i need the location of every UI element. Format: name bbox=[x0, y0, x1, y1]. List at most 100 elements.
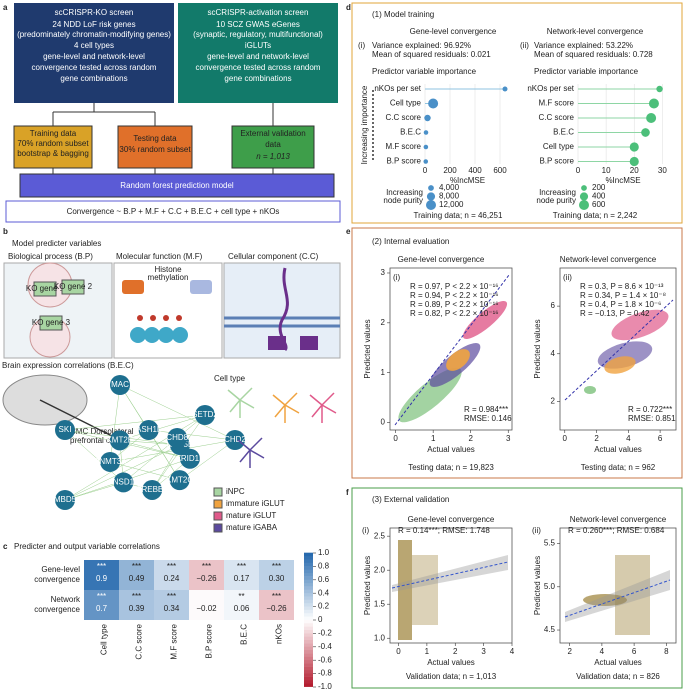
y-tick-label: 2.5 bbox=[374, 531, 386, 540]
box-text: Training data bbox=[30, 129, 77, 138]
annotation: R = 0.89, P < 2.2 × 10⁻¹⁶ bbox=[410, 300, 499, 309]
gene-node bbox=[113, 472, 134, 493]
predictor-label: M.F score bbox=[385, 142, 421, 151]
colorbar-step bbox=[304, 579, 313, 584]
colorbar-step bbox=[304, 566, 313, 570]
plot-index: (i) bbox=[358, 41, 365, 50]
x-axis-label: Actual values bbox=[427, 445, 475, 454]
panel-heading: (2) Internal evaluation bbox=[372, 237, 449, 246]
colorbar-step bbox=[304, 633, 313, 637]
confidence-band bbox=[565, 570, 670, 622]
edge bbox=[119, 440, 191, 459]
edge bbox=[179, 439, 236, 481]
node-label: KMT2C bbox=[166, 475, 193, 484]
nucleosome bbox=[130, 327, 146, 343]
model-text: Random forest prediction model bbox=[120, 181, 234, 190]
box-text: n = 1,013 bbox=[256, 152, 290, 161]
colorbar-step bbox=[304, 643, 313, 647]
gene-node bbox=[167, 428, 188, 449]
size-legend-title: Increasing bbox=[539, 188, 576, 197]
x-tick-label: 2 bbox=[594, 434, 599, 443]
colorbar-label: -0.2 bbox=[318, 629, 332, 638]
gene-node bbox=[55, 490, 75, 510]
colorbar-step bbox=[304, 673, 313, 677]
gene-node bbox=[110, 375, 130, 395]
legend-label: mature iGLUT bbox=[226, 511, 276, 520]
testing-box bbox=[117, 125, 193, 169]
gene-node bbox=[142, 479, 163, 500]
annotation: R = 0.4, P = 1.8 × 10⁻⁶ bbox=[580, 300, 661, 309]
x-tick-label: 2 bbox=[453, 647, 458, 656]
x-tick-label: 2 bbox=[468, 434, 473, 443]
x-axis-label: Actual values bbox=[594, 658, 642, 667]
stat-text: Variance explained: 53.22% bbox=[534, 41, 633, 50]
gene-node bbox=[55, 420, 75, 440]
point-cloud bbox=[412, 555, 438, 625]
colorbar-step bbox=[304, 599, 313, 604]
plot-index: (ii) bbox=[532, 526, 541, 535]
box-text: bootstrap & bagging bbox=[17, 149, 89, 158]
colorbar-step bbox=[304, 616, 313, 620]
footer: Testing data; n = 19,823 bbox=[408, 463, 494, 472]
mark bbox=[150, 315, 156, 321]
annotation: R = 0.3, P = 8.6 × 10⁻¹³ bbox=[580, 282, 664, 291]
ko-chip bbox=[268, 336, 286, 350]
heat-cell bbox=[84, 590, 119, 620]
y-tick-label: 2.0 bbox=[374, 565, 386, 574]
cell-label: 0.17 bbox=[234, 574, 250, 583]
x-tick-label: 4 bbox=[600, 647, 605, 656]
gene-node bbox=[179, 448, 200, 469]
annotation: R = 0.82, P < 2.2 × 10⁻¹⁶ bbox=[410, 309, 499, 318]
point-cloud bbox=[398, 540, 412, 640]
importance-dot bbox=[656, 85, 663, 93]
box-text: 24 NDD LoF risk genes bbox=[52, 20, 135, 29]
edge bbox=[64, 414, 206, 431]
cell-label: −0.26 bbox=[266, 604, 287, 613]
mark bbox=[137, 315, 143, 321]
edge bbox=[109, 384, 121, 462]
x-tick-label: 4 bbox=[510, 647, 515, 656]
y-tick-label: 6 bbox=[551, 301, 556, 310]
row-label: Gene-level bbox=[41, 565, 80, 574]
size-key bbox=[428, 185, 434, 191]
annotation: R = 0.34, P = 1.4 × 10⁻⁸ bbox=[580, 291, 666, 300]
ko-chip bbox=[190, 280, 212, 294]
box-text: (predominately chromatin-modifying genes… bbox=[17, 30, 171, 39]
nucleosome bbox=[144, 327, 160, 343]
colorbar-label: -0.6 bbox=[318, 655, 332, 664]
sub-title: Cellular component (C.C) bbox=[228, 252, 319, 261]
legend-label: mature iGABA bbox=[226, 523, 278, 532]
cell-label: 0.34 bbox=[164, 604, 180, 613]
plot-frame bbox=[559, 267, 677, 431]
annotation: R = 0.94, P < 2.2 × 10⁻¹⁶ bbox=[410, 291, 499, 300]
illustration-label: prefrontal cortex bbox=[70, 436, 128, 445]
summary: RMSE: 0.146 bbox=[464, 414, 512, 423]
predictor-label: B.E.C bbox=[553, 128, 574, 137]
illustration-label: Histone bbox=[154, 265, 182, 274]
ko-chip bbox=[300, 336, 318, 350]
legend-swatch bbox=[213, 487, 223, 497]
row-label: Network bbox=[51, 595, 81, 604]
summary: R = 0.14***; RMSE: 1.748 bbox=[398, 526, 490, 535]
node-label: MBD5 bbox=[54, 495, 77, 504]
colorbar-step bbox=[304, 552, 313, 557]
legend-label: immature iGLUT bbox=[226, 499, 285, 508]
panel-heading: (1) Model training bbox=[372, 10, 434, 19]
colorbar-step bbox=[304, 629, 313, 634]
size-legend-title: Increasing bbox=[386, 188, 423, 197]
colorbar-label: 0.8 bbox=[318, 562, 330, 571]
colorbar-step bbox=[304, 556, 313, 560]
activation-box bbox=[178, 3, 338, 103]
mark bbox=[163, 315, 169, 321]
y-axis-label: Predicted values bbox=[363, 556, 372, 615]
box-text: scCRISPR-activation screen bbox=[208, 8, 309, 17]
footer: Training data; n = 2,242 bbox=[553, 211, 638, 220]
y-tick-label: 0 bbox=[381, 418, 386, 427]
y-tick-label: 5.5 bbox=[544, 539, 556, 548]
ko-label: KO gene 1 bbox=[26, 284, 65, 293]
cell-label: 0.30 bbox=[269, 574, 285, 583]
box-text: (synaptic, regulatory, multifunctional) bbox=[193, 30, 323, 39]
y-tick-label: 5.0 bbox=[544, 582, 556, 591]
ko-label: KO gene 2 bbox=[54, 282, 93, 291]
